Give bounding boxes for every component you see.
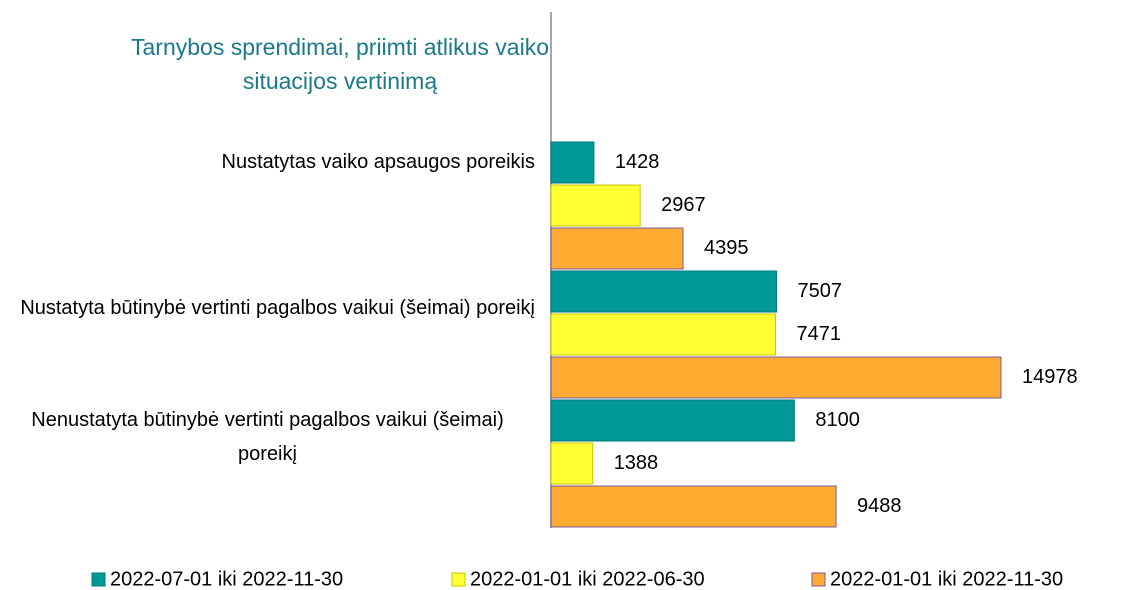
category-label: Nustatytas vaiko apsaugos poreikis <box>221 151 536 173</box>
bar <box>550 313 776 356</box>
value-label: 4395 <box>704 237 749 259</box>
legend-swatch <box>91 572 106 587</box>
legend-label: 2022-01-01 iki 2022-06-30 <box>470 568 705 590</box>
category-label: Nustatyta būtinybė vertinti pagalbos vai… <box>20 297 535 319</box>
bar <box>550 399 795 442</box>
legend-swatch <box>811 572 826 587</box>
value-label: 7507 <box>798 280 843 302</box>
value-label: 1428 <box>615 151 660 173</box>
bar <box>550 356 1002 399</box>
bar <box>550 485 837 528</box>
value-label: 9488 <box>857 495 902 517</box>
legend-label: 2022-07-01 iki 2022-11-30 <box>110 568 343 590</box>
value-label: 8100 <box>815 409 860 431</box>
value-label: 2967 <box>661 194 706 216</box>
chart-title: Tarnybos sprendimai, priimti atlikus vai… <box>131 34 549 94</box>
bar <box>550 227 684 270</box>
value-label: 14978 <box>1022 366 1078 388</box>
bar <box>550 184 641 227</box>
category-label: Nenustatyta būtinybė vertinti pagalbos v… <box>31 409 504 465</box>
bar <box>550 270 778 313</box>
bar <box>550 141 595 184</box>
value-label: 7471 <box>796 323 841 345</box>
legend-swatch <box>451 572 466 587</box>
value-label: 1388 <box>614 452 659 474</box>
legend-label: 2022-01-01 iki 2022-11-30 <box>830 568 1063 590</box>
bar <box>550 442 594 485</box>
